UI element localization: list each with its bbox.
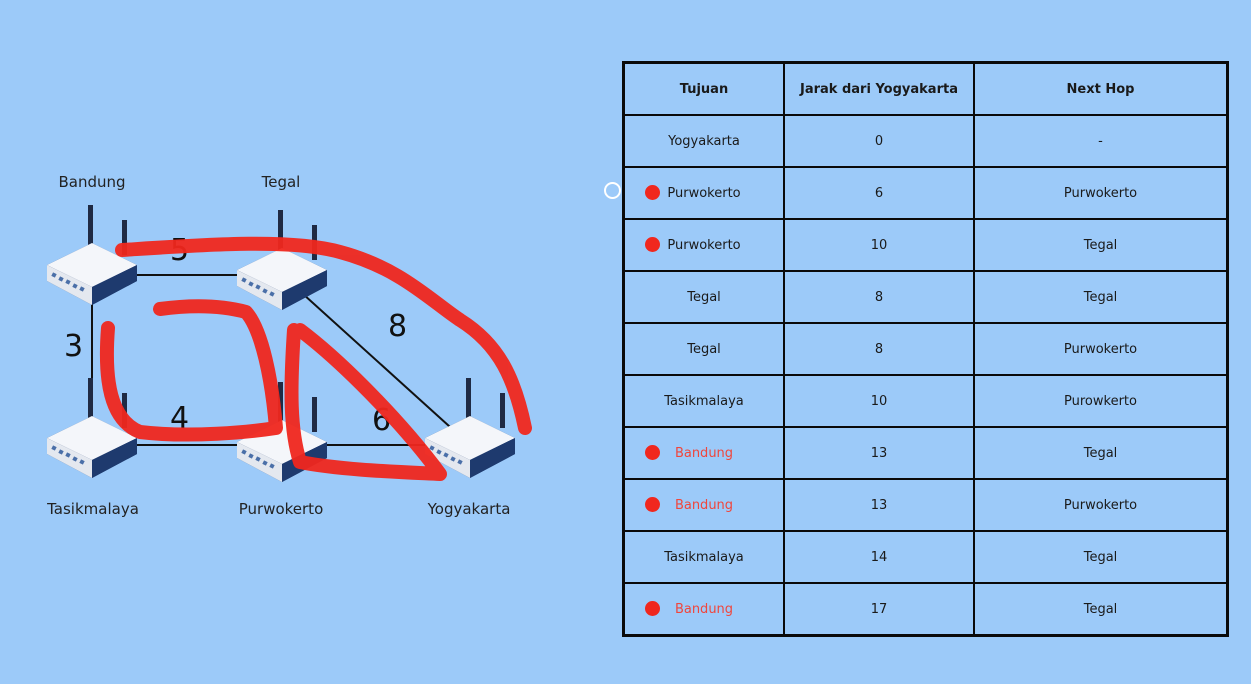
node-label-tegal: Tegal xyxy=(261,173,301,191)
cell-tujuan: Yogyakarta xyxy=(622,114,785,168)
cell-jarak: 10 xyxy=(783,374,975,428)
destination-text: Bandung xyxy=(674,497,734,513)
cell-tujuan: Purwokerto xyxy=(622,166,785,220)
cell-jarak: 13 xyxy=(783,478,975,532)
weight-tegal-yogyakarta: 8 xyxy=(388,309,407,344)
cell-tujuan: Bandung xyxy=(622,582,785,637)
cell-tujuan: Tegal xyxy=(622,270,785,324)
table-row: Bandung 17 Tegal xyxy=(622,582,1229,637)
header-jarak: Jarak dari Yogyakarta xyxy=(783,61,975,116)
destination-text: Tasikmalaya xyxy=(664,393,744,409)
node-label-purwokerto: Purwokerto xyxy=(239,500,324,518)
destination-text: Purwokerto xyxy=(667,185,741,201)
node-label-bandung: Bandung xyxy=(58,173,125,191)
cell-next-hop: Tegal xyxy=(973,270,1229,324)
destination-text: Bandung xyxy=(674,601,734,617)
cell-jarak: 13 xyxy=(783,426,975,480)
cell-next-hop: Tegal xyxy=(973,218,1229,272)
weight-bandung-tasikmalaya: 3 xyxy=(64,329,83,364)
table-row: Purwokerto 10 Tegal xyxy=(622,218,1229,272)
annotation-stroke-left-loop xyxy=(99,299,283,442)
annotation-stroke-triangle xyxy=(284,323,447,481)
cell-jarak: 14 xyxy=(783,530,975,584)
table-header-row: Tujuan Jarak dari Yogyakarta Next Hop xyxy=(622,61,1229,116)
red-dot-marker-icon xyxy=(645,497,660,512)
table-row: Bandung 13 Tegal xyxy=(622,426,1229,480)
network-diagram: 5 3 4 8 6 Bandung Tegal Tasikmalaya Purw… xyxy=(46,173,532,518)
node-label-tasikmalaya: Tasikmalaya xyxy=(46,500,139,518)
cell-tujuan: Bandung xyxy=(622,478,785,532)
destination-text: Purwokerto xyxy=(667,237,741,253)
cell-jarak: 10 xyxy=(783,218,975,272)
cursor-ring-icon xyxy=(604,182,621,199)
cell-jarak: 8 xyxy=(783,270,975,324)
annotation-stroke-top xyxy=(115,236,532,435)
destination-text: Tegal xyxy=(687,289,721,305)
node-label-yogyakarta: Yogyakarta xyxy=(427,500,511,518)
cell-tujuan: Bandung xyxy=(622,426,785,480)
table-row: Yogyakarta 0- xyxy=(622,114,1229,168)
link-tegal-yogyakarta xyxy=(281,274,471,446)
routing-table: Tujuan Jarak dari Yogyakarta Next Hop Yo… xyxy=(622,61,1229,637)
cell-tujuan: Purwokerto xyxy=(622,218,785,272)
cell-jarak: 0 xyxy=(783,114,975,168)
red-dot-marker-icon xyxy=(645,445,660,460)
cell-tujuan: Tasikmalaya xyxy=(622,374,785,428)
cell-next-hop: Purwokerto xyxy=(973,478,1229,532)
cell-next-hop: Purwokerto xyxy=(973,166,1229,220)
cell-next-hop: Tegal xyxy=(973,426,1229,480)
cell-next-hop: Purowkerto xyxy=(973,374,1229,428)
red-dot-marker-icon xyxy=(645,237,660,252)
table-row: Tasikmalaya 10 Purowkerto xyxy=(622,374,1229,428)
cell-tujuan: Tegal xyxy=(622,322,785,376)
cell-jarak: 17 xyxy=(783,582,975,637)
router-icon-tegal xyxy=(237,210,327,310)
cell-jarak: 6 xyxy=(783,166,975,220)
cell-jarak: 8 xyxy=(783,322,975,376)
header-tujuan: Tujuan xyxy=(622,61,785,116)
cell-tujuan: Tasikmalaya xyxy=(622,530,785,584)
table-row: Tasikmalaya 14 Tegal xyxy=(622,530,1229,584)
destination-text: Tegal xyxy=(687,341,721,357)
destination-text: Bandung xyxy=(674,445,734,461)
table-row: Tegal 8 Tegal xyxy=(622,270,1229,324)
cell-next-hop: Tegal xyxy=(973,582,1229,637)
header-next-hop: Next Hop xyxy=(973,61,1229,116)
cell-next-hop: Purwokerto xyxy=(973,322,1229,376)
destination-text: Yogyakarta xyxy=(668,133,740,149)
table-row: Bandung 13 Purwokerto xyxy=(622,478,1229,532)
table-row: Purwokerto 6 Purwokerto xyxy=(622,166,1229,220)
weight-tasikmalaya-purwokerto: 4 xyxy=(170,401,189,436)
destination-text: Tasikmalaya xyxy=(664,549,744,565)
red-dot-marker-icon xyxy=(645,601,660,616)
red-dot-marker-icon xyxy=(645,185,660,200)
cell-next-hop: Tegal xyxy=(973,530,1229,584)
table-row: Tegal 8 Purwokerto xyxy=(622,322,1229,376)
cell-next-hop: - xyxy=(973,114,1229,168)
